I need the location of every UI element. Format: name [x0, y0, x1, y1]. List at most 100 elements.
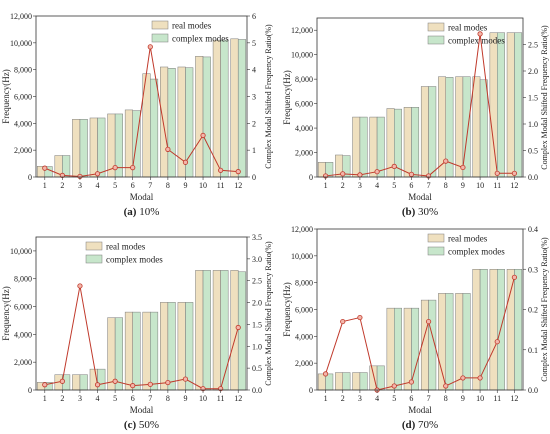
- y-tick-label: 12,000: [291, 26, 313, 35]
- x-tick-label: 12: [510, 394, 518, 403]
- y2-tick-label: 0.2: [528, 306, 538, 315]
- bar-real-modes: [455, 76, 464, 178]
- bar-real-modes: [124, 311, 133, 391]
- bar-real-modes: [455, 293, 464, 391]
- y2-axis-label: Complex Modal Shifted Frequency Ratio(%): [540, 25, 549, 170]
- x-tick-label: 2: [341, 394, 345, 403]
- x-tick-label: 6: [131, 181, 135, 190]
- ratio-point: [147, 44, 153, 50]
- bar-complex-modes: [445, 293, 454, 391]
- x-tick-label: 11: [493, 394, 501, 403]
- ratio-point: [147, 381, 153, 387]
- x-tick-label: 3: [78, 181, 82, 190]
- ratio-point: [235, 324, 241, 331]
- y2-tick-label: 6: [252, 12, 256, 21]
- legend-swatch-real: [85, 241, 103, 251]
- ratio-point: [42, 382, 48, 388]
- y-tick-label: 10,000: [291, 51, 313, 60]
- x-tick-label: 2: [341, 181, 345, 190]
- y-tick-label: 0: [28, 386, 32, 395]
- x-tick-label: 12: [510, 181, 518, 190]
- chart-panel-2: 1 2 3 4 5 6 7 8 9 10 11 1202,0004,0006,0008,00010,0…: [282, 17, 549, 218]
- bar-complex-modes: [359, 116, 368, 178]
- ratio-point: [130, 165, 136, 171]
- x-tick-label: 8: [166, 181, 170, 190]
- legend-label-complex: complex modes: [448, 247, 505, 257]
- legend-swatch-real: [427, 233, 445, 243]
- y2-tick-label: 1.5: [528, 94, 538, 103]
- bar-real-modes: [89, 117, 98, 178]
- y-tick-label: 4,000: [295, 124, 313, 133]
- x-tick-label: 2: [60, 394, 64, 403]
- x-tick-label: 11: [217, 181, 225, 190]
- y-tick-label: 4,000: [14, 330, 32, 339]
- x-tick-label: 10: [476, 394, 484, 403]
- y-tick-label: 0: [309, 173, 313, 182]
- y-axis-label: Frequency(Hz): [1, 69, 11, 123]
- ratio-point: [94, 382, 101, 388]
- bar-complex-modes: [479, 79, 488, 178]
- caption-letter: (d): [402, 419, 416, 431]
- x-tick-label: 5: [392, 181, 396, 190]
- ratio-line: [44, 285, 239, 390]
- bar-real-modes: [403, 307, 412, 391]
- bar-complex-modes: [202, 270, 211, 391]
- x-tick-label: 10: [199, 181, 207, 190]
- bar-real-modes: [489, 32, 498, 178]
- caption-letter: (a): [124, 206, 137, 218]
- caption-letter: (c): [124, 419, 137, 431]
- panel-caption: (c) 50%: [124, 419, 159, 431]
- ratio-point: [130, 383, 136, 389]
- bar-complex-modes: [479, 269, 488, 391]
- y-tick-label: 8,000: [14, 275, 32, 284]
- x-tick-label: 8: [444, 181, 448, 190]
- ratio-point: [494, 170, 500, 176]
- bar-real-modes: [72, 119, 81, 178]
- x-tick-label: 11: [217, 394, 225, 403]
- y-tick-label: 8,000: [295, 279, 313, 288]
- x-tick-label: 1: [43, 394, 47, 403]
- bar-complex-modes: [359, 372, 368, 391]
- ratio-point: [235, 169, 241, 175]
- bar-real-modes: [438, 293, 447, 391]
- caption-text: 70%: [415, 419, 438, 431]
- y-tick-label: 2,000: [14, 146, 32, 155]
- x-tick-label: 12: [234, 394, 242, 403]
- bar-real-modes: [472, 76, 481, 178]
- ratio-point: [112, 378, 118, 384]
- legend-swatch-complex: [427, 35, 445, 45]
- ratio-point: [511, 170, 518, 176]
- ratio-point: [165, 146, 171, 152]
- x-tick-label: 7: [427, 394, 431, 403]
- y2-tick-label: 1: [252, 146, 256, 155]
- bar-complex-modes: [237, 271, 247, 391]
- bar-complex-modes: [79, 119, 88, 178]
- ratio-point: [165, 379, 171, 386]
- x-tick-label: 6: [131, 394, 135, 403]
- bar-complex-modes: [79, 374, 88, 391]
- y-tick-label: 0: [28, 173, 32, 182]
- bar-complex-modes: [497, 32, 505, 178]
- x-tick-label: 6: [409, 181, 413, 190]
- y2-tick-label: 1.0: [528, 120, 538, 129]
- y2-tick-label: 0.5: [528, 147, 538, 156]
- panel-caption: (d) 70%: [402, 419, 438, 431]
- x-tick-label: 3: [78, 394, 82, 403]
- bar-real-modes: [195, 56, 204, 178]
- ratio-point: [59, 378, 65, 384]
- y2-tick-label: 2.5: [528, 41, 538, 50]
- bar-complex-modes: [342, 372, 351, 391]
- legend-label-real: real modes: [172, 21, 212, 31]
- y2-axis-label: Complex Modal Shifted Frequency Ratio(%): [264, 24, 273, 169]
- y2-tick-label: 0.4: [528, 225, 538, 234]
- ratio-point: [340, 171, 346, 177]
- legend: real modes complex modes: [427, 23, 505, 46]
- ratio-point: [425, 318, 432, 325]
- chart-panel-4: 1 2 3 4 5 6 7 8 9 10 11 1202,0004,0006,0008,00010,0…: [282, 225, 549, 431]
- bar-complex-modes: [462, 293, 471, 391]
- y-tick-label: 2,000: [295, 149, 313, 158]
- bar-real-modes: [160, 302, 169, 391]
- x-tick-label: 9: [461, 181, 465, 190]
- legend-label-real: real modes: [448, 23, 488, 33]
- legend-label-complex: complex modes: [448, 36, 505, 46]
